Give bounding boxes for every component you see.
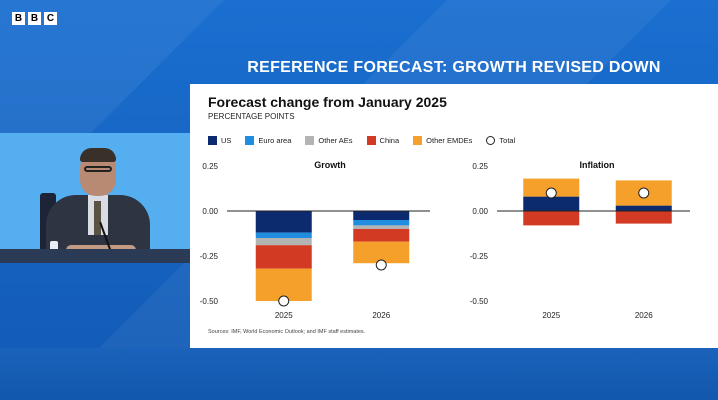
legend-item-china: China	[366, 136, 400, 145]
source-note: Sources: IMF, World Economic Outlook; an…	[208, 329, 366, 335]
growth-chart-title: Growth	[314, 160, 346, 170]
inflation-y-tick-label: 0.00	[472, 207, 488, 216]
growth-bar-2026-other-emdes	[353, 241, 410, 264]
growth-bar-2025-other-aes	[255, 238, 312, 246]
slide-title: Forecast change from January 2025	[208, 94, 447, 110]
growth-bar-2025-us	[255, 211, 312, 233]
legend-item-total: Total	[486, 136, 515, 145]
legend-swatch-other-emdes	[413, 136, 423, 145]
chart-legend: US Euro area Other AEs China Other EMDEs…	[208, 136, 515, 145]
legend-label-euro-area: Euro area	[258, 136, 292, 145]
growth-total-marker-2026	[375, 259, 387, 271]
growth-y-tick-label: 0.00	[202, 207, 218, 216]
bottom-band	[0, 348, 718, 400]
logo-letter-b1: B	[12, 12, 25, 25]
inflation-y-tick-label: -0.50	[470, 297, 489, 306]
legend-item-us: US	[208, 136, 231, 145]
legend-label-china: China	[379, 136, 400, 145]
legend-label-total: Total	[499, 136, 516, 145]
slide-subtitle: PERCENTAGE POINTS	[208, 112, 295, 121]
inflation-bar-2025-us	[523, 196, 580, 211]
presentation-slide: Forecast change from January 2025 PERCEN…	[190, 84, 718, 348]
inflation-y-tick-label: -0.25	[470, 252, 489, 261]
logo-letter-c: C	[44, 12, 57, 25]
growth-bar-2026-euro-area	[353, 220, 410, 226]
legend-item-euro-area: Euro area	[245, 136, 291, 145]
growth-bar-2025-china	[255, 245, 312, 269]
logo-letter-b2: B	[28, 12, 41, 25]
growth-bar-2026-china	[353, 229, 410, 242]
legend-swatch-euro-area	[245, 136, 255, 145]
growth-x-tick-label: 2025	[275, 311, 293, 320]
legend-label-other-emdes: Other EMDEs	[426, 136, 473, 145]
inflation-total-marker-2026	[638, 187, 650, 199]
growth-y-tick-label: -0.25	[200, 252, 219, 261]
inflation-bar-2026-china	[615, 211, 672, 224]
inflation-chart-title: Inflation	[580, 160, 615, 170]
charts-svg: Growth 0.25 0.00 -0.25 -0.50 2025 2026 Inflatio…	[200, 160, 690, 320]
speaker-video-inset	[0, 133, 190, 263]
legend-item-other-aes: Other AEs	[305, 136, 353, 145]
legend-swatch-total	[486, 136, 496, 145]
growth-bar-2025-euro-area	[255, 232, 312, 238]
legend-swatch-other-aes	[305, 136, 315, 145]
growth-y-tick-label: 0.25	[202, 162, 218, 171]
inflation-bar-2025-china	[523, 211, 580, 226]
legend-label-other-aes: Other AEs	[318, 136, 353, 145]
inflation-total-marker-2025	[545, 187, 557, 199]
legend-item-other-emdes: Other EMDEs	[413, 136, 472, 145]
bbc-logo: B B C	[12, 12, 57, 25]
podium	[0, 249, 190, 263]
growth-x-tick-label: 2026	[372, 311, 390, 320]
growth-total-marker-2025	[278, 295, 290, 307]
growth-bar-2026-us	[353, 211, 410, 220]
speaker-glasses	[84, 166, 112, 172]
inflation-x-tick-label: 2026	[635, 311, 653, 320]
speaker-tie	[94, 201, 101, 235]
speaker-hair	[80, 148, 116, 162]
legend-swatch-china	[366, 136, 376, 145]
inflation-x-tick-label: 2025	[542, 311, 560, 320]
growth-y-tick-label: -0.50	[200, 297, 219, 306]
growth-bar-2026-other-aes	[353, 225, 410, 229]
inflation-y-tick-label: 0.25	[472, 162, 488, 171]
legend-swatch-us	[208, 136, 217, 145]
inflation-bar-2026-us	[615, 205, 672, 211]
legend-label-us: US	[221, 136, 232, 145]
headline-banner: REFERENCE FORECAST: GROWTH REVISED DOWN	[247, 59, 661, 76]
